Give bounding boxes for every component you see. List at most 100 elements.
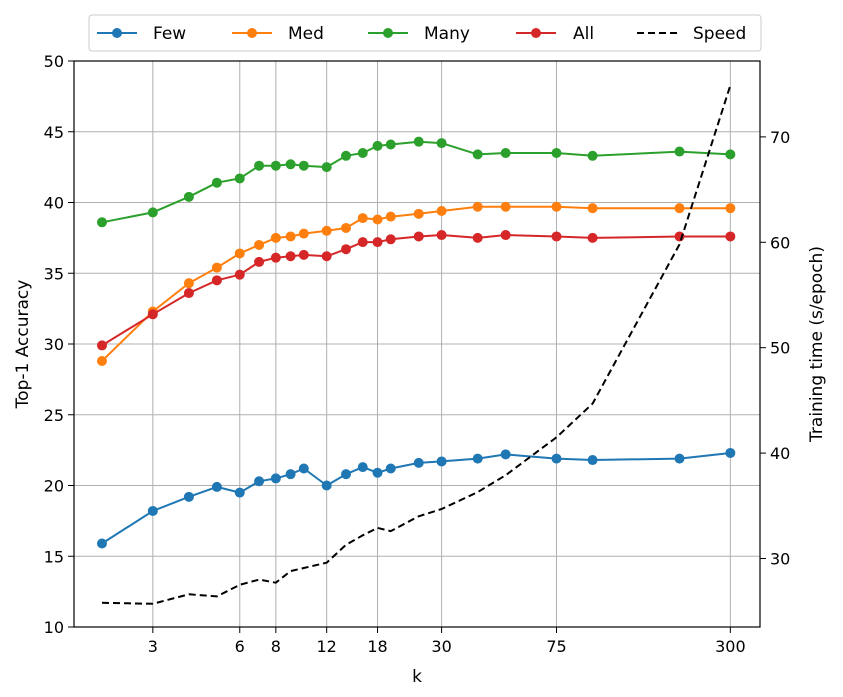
- data-point-many: [372, 140, 383, 151]
- data-point-few: [298, 463, 309, 474]
- data-point-many: [341, 150, 352, 161]
- data-point-med: [341, 222, 352, 233]
- series-line-med: [101, 205, 731, 362]
- data-point-many: [234, 173, 245, 184]
- data-point-many: [211, 177, 222, 188]
- y-tick-label: 20: [44, 477, 64, 496]
- y-tick-label: 45: [44, 123, 64, 142]
- data-point-many: [551, 147, 562, 158]
- plot-series: [96, 84, 736, 605]
- series-line-speed: [101, 84, 732, 605]
- series-line-many: [101, 140, 731, 224]
- data-point-med: [285, 231, 296, 242]
- series-few: [96, 447, 736, 549]
- data-point-many: [500, 147, 511, 158]
- data-point-few: [270, 473, 281, 484]
- data-point-many: [436, 138, 447, 149]
- data-point-med: [372, 214, 383, 225]
- legend-marker-all: [531, 28, 541, 38]
- data-point-few: [413, 457, 424, 468]
- data-point-few: [436, 456, 447, 467]
- legend-entry-speed: Speed: [637, 24, 746, 44]
- data-point-many: [321, 162, 332, 173]
- y2-tick-label: 30: [770, 549, 790, 568]
- x-axis-label: k: [412, 667, 422, 687]
- data-point-med: [725, 203, 736, 214]
- legend-label-med: Med: [288, 24, 324, 44]
- legend-entry-few: Few: [97, 24, 186, 44]
- data-point-few: [587, 455, 598, 466]
- series-speed: [101, 84, 732, 605]
- data-point-all: [298, 249, 309, 260]
- data-point-med: [413, 208, 424, 219]
- data-point-few: [321, 480, 332, 491]
- data-point-all: [147, 309, 158, 320]
- data-point-many: [96, 217, 107, 228]
- legend: Few Med Many All Speed: [88, 14, 762, 52]
- axis-ticks: 3 6 8 12 18 30 75 300 10 15 20 25 30 35 40 45 50 30 40 50 60…: [44, 52, 791, 656]
- data-point-all: [551, 231, 562, 242]
- data-point-many: [413, 136, 424, 147]
- data-point-few: [96, 538, 107, 549]
- data-point-med: [551, 201, 562, 212]
- x-tick-label: 30: [431, 637, 451, 656]
- data-point-many: [587, 150, 598, 161]
- data-point-med: [357, 213, 368, 224]
- x-tick-label: 300: [715, 637, 746, 656]
- y2-tick-label: 70: [770, 128, 790, 147]
- data-point-many: [183, 191, 194, 202]
- data-point-many: [270, 160, 281, 171]
- data-point-few: [357, 462, 368, 473]
- legend-marker-few: [112, 28, 122, 38]
- data-point-all: [357, 237, 368, 248]
- data-point-few: [472, 453, 483, 464]
- data-point-few: [341, 469, 352, 480]
- data-point-all: [372, 237, 383, 248]
- data-point-all: [472, 232, 483, 243]
- x-tick-label: 18: [367, 637, 387, 656]
- data-point-few: [147, 505, 158, 516]
- y-tick-label: 25: [44, 406, 64, 425]
- data-point-med: [472, 201, 483, 212]
- data-point-few: [285, 469, 296, 480]
- y2-tick-label: 50: [770, 339, 790, 358]
- data-point-few: [385, 463, 396, 474]
- legend-label-few: Few: [153, 24, 186, 44]
- y-tick-label: 10: [44, 618, 64, 637]
- data-point-few: [211, 481, 222, 492]
- data-point-all: [413, 231, 424, 242]
- data-point-med: [500, 201, 511, 212]
- data-point-med: [674, 203, 685, 214]
- data-point-many: [298, 160, 309, 171]
- data-point-all: [321, 251, 332, 262]
- x-tick-label: 8: [271, 637, 281, 656]
- legend-box: [88, 14, 762, 52]
- data-point-many: [385, 139, 396, 150]
- x-tick-label: 3: [148, 637, 158, 656]
- data-point-all: [285, 251, 296, 262]
- data-point-few: [372, 467, 383, 478]
- series-line-few: [101, 452, 731, 545]
- series-many: [96, 136, 736, 228]
- y-tick-label: 35: [44, 264, 64, 283]
- data-point-med: [298, 228, 309, 239]
- legend-entry-many: Many: [368, 24, 470, 44]
- data-point-many: [147, 207, 158, 218]
- y-axis-label: Top-1 Accuracy: [13, 280, 33, 410]
- y2-tick-label: 60: [770, 233, 790, 252]
- legend-entry-med: Med: [232, 24, 324, 44]
- data-point-med: [321, 225, 332, 236]
- data-point-med: [270, 232, 281, 243]
- data-point-many: [357, 147, 368, 158]
- data-point-few: [725, 447, 736, 458]
- data-point-many: [725, 149, 736, 160]
- series-line-all: [101, 234, 731, 347]
- data-point-few: [183, 491, 194, 502]
- data-point-all: [211, 275, 222, 286]
- data-point-all: [270, 252, 281, 263]
- legend-label-all: All: [573, 24, 594, 44]
- data-point-med: [385, 211, 396, 222]
- data-point-all: [254, 256, 265, 267]
- data-point-med: [96, 355, 107, 366]
- y-tick-label: 15: [44, 547, 64, 566]
